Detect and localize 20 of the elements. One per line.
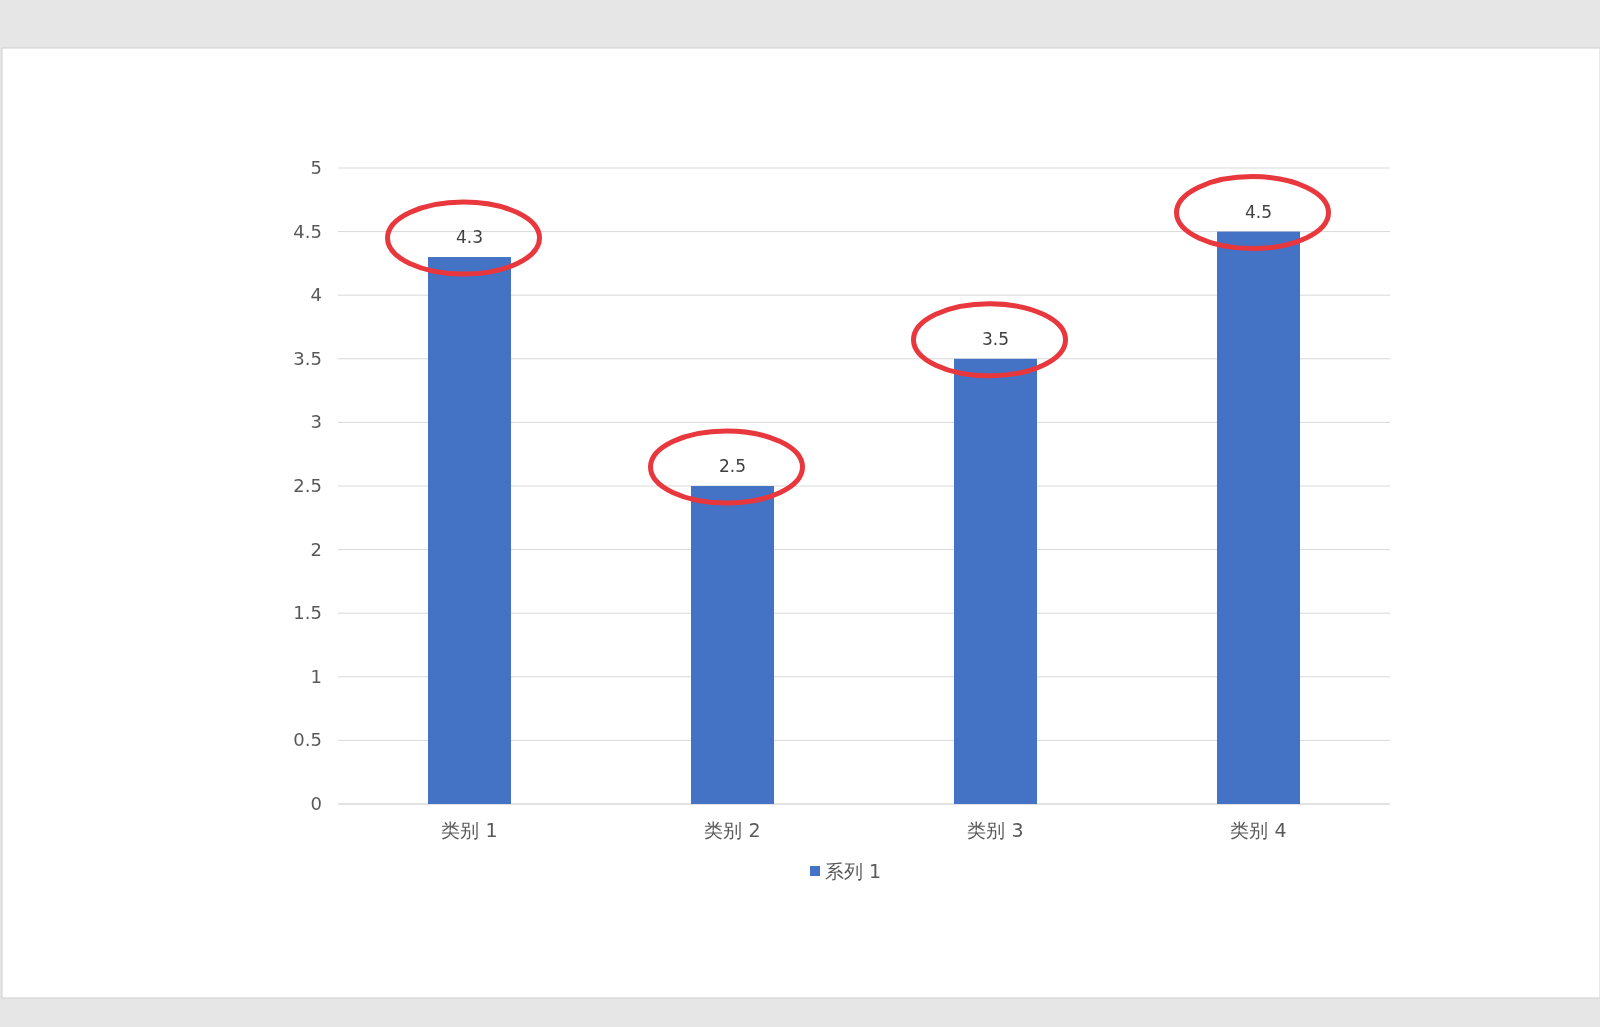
y-tick-label: 2.5 [293, 475, 322, 496]
data-label: 4.3 [455, 227, 484, 248]
x-tick-label: 类别 3 [967, 819, 1024, 841]
x-tick-label: 类别 4 [1230, 819, 1287, 841]
y-tick-label: 0 [310, 793, 322, 814]
y-tick-label: 4 [310, 284, 322, 306]
y-tick-label: 4.5 [293, 220, 322, 242]
x-tick-label: 类别 1 [441, 819, 498, 841]
y-tick-label: 1 [310, 665, 322, 687]
y-tick-label: 2 [310, 538, 322, 560]
data-label: 3.5 [981, 328, 1010, 349]
data-label: 2.5 [718, 456, 747, 476]
y-tick-label: 3 [310, 411, 322, 433]
y-tick-label: 1.5 [293, 602, 322, 624]
x-tick-label: 类别 2 [704, 819, 761, 841]
legend-label: 系列 1 [825, 860, 882, 882]
y-tick-label: 5 [310, 157, 322, 178]
y-tick-label: 3.5 [293, 347, 322, 369]
data-label: 4.5 [1244, 201, 1273, 222]
y-tick-label: 0.5 [293, 729, 322, 751]
